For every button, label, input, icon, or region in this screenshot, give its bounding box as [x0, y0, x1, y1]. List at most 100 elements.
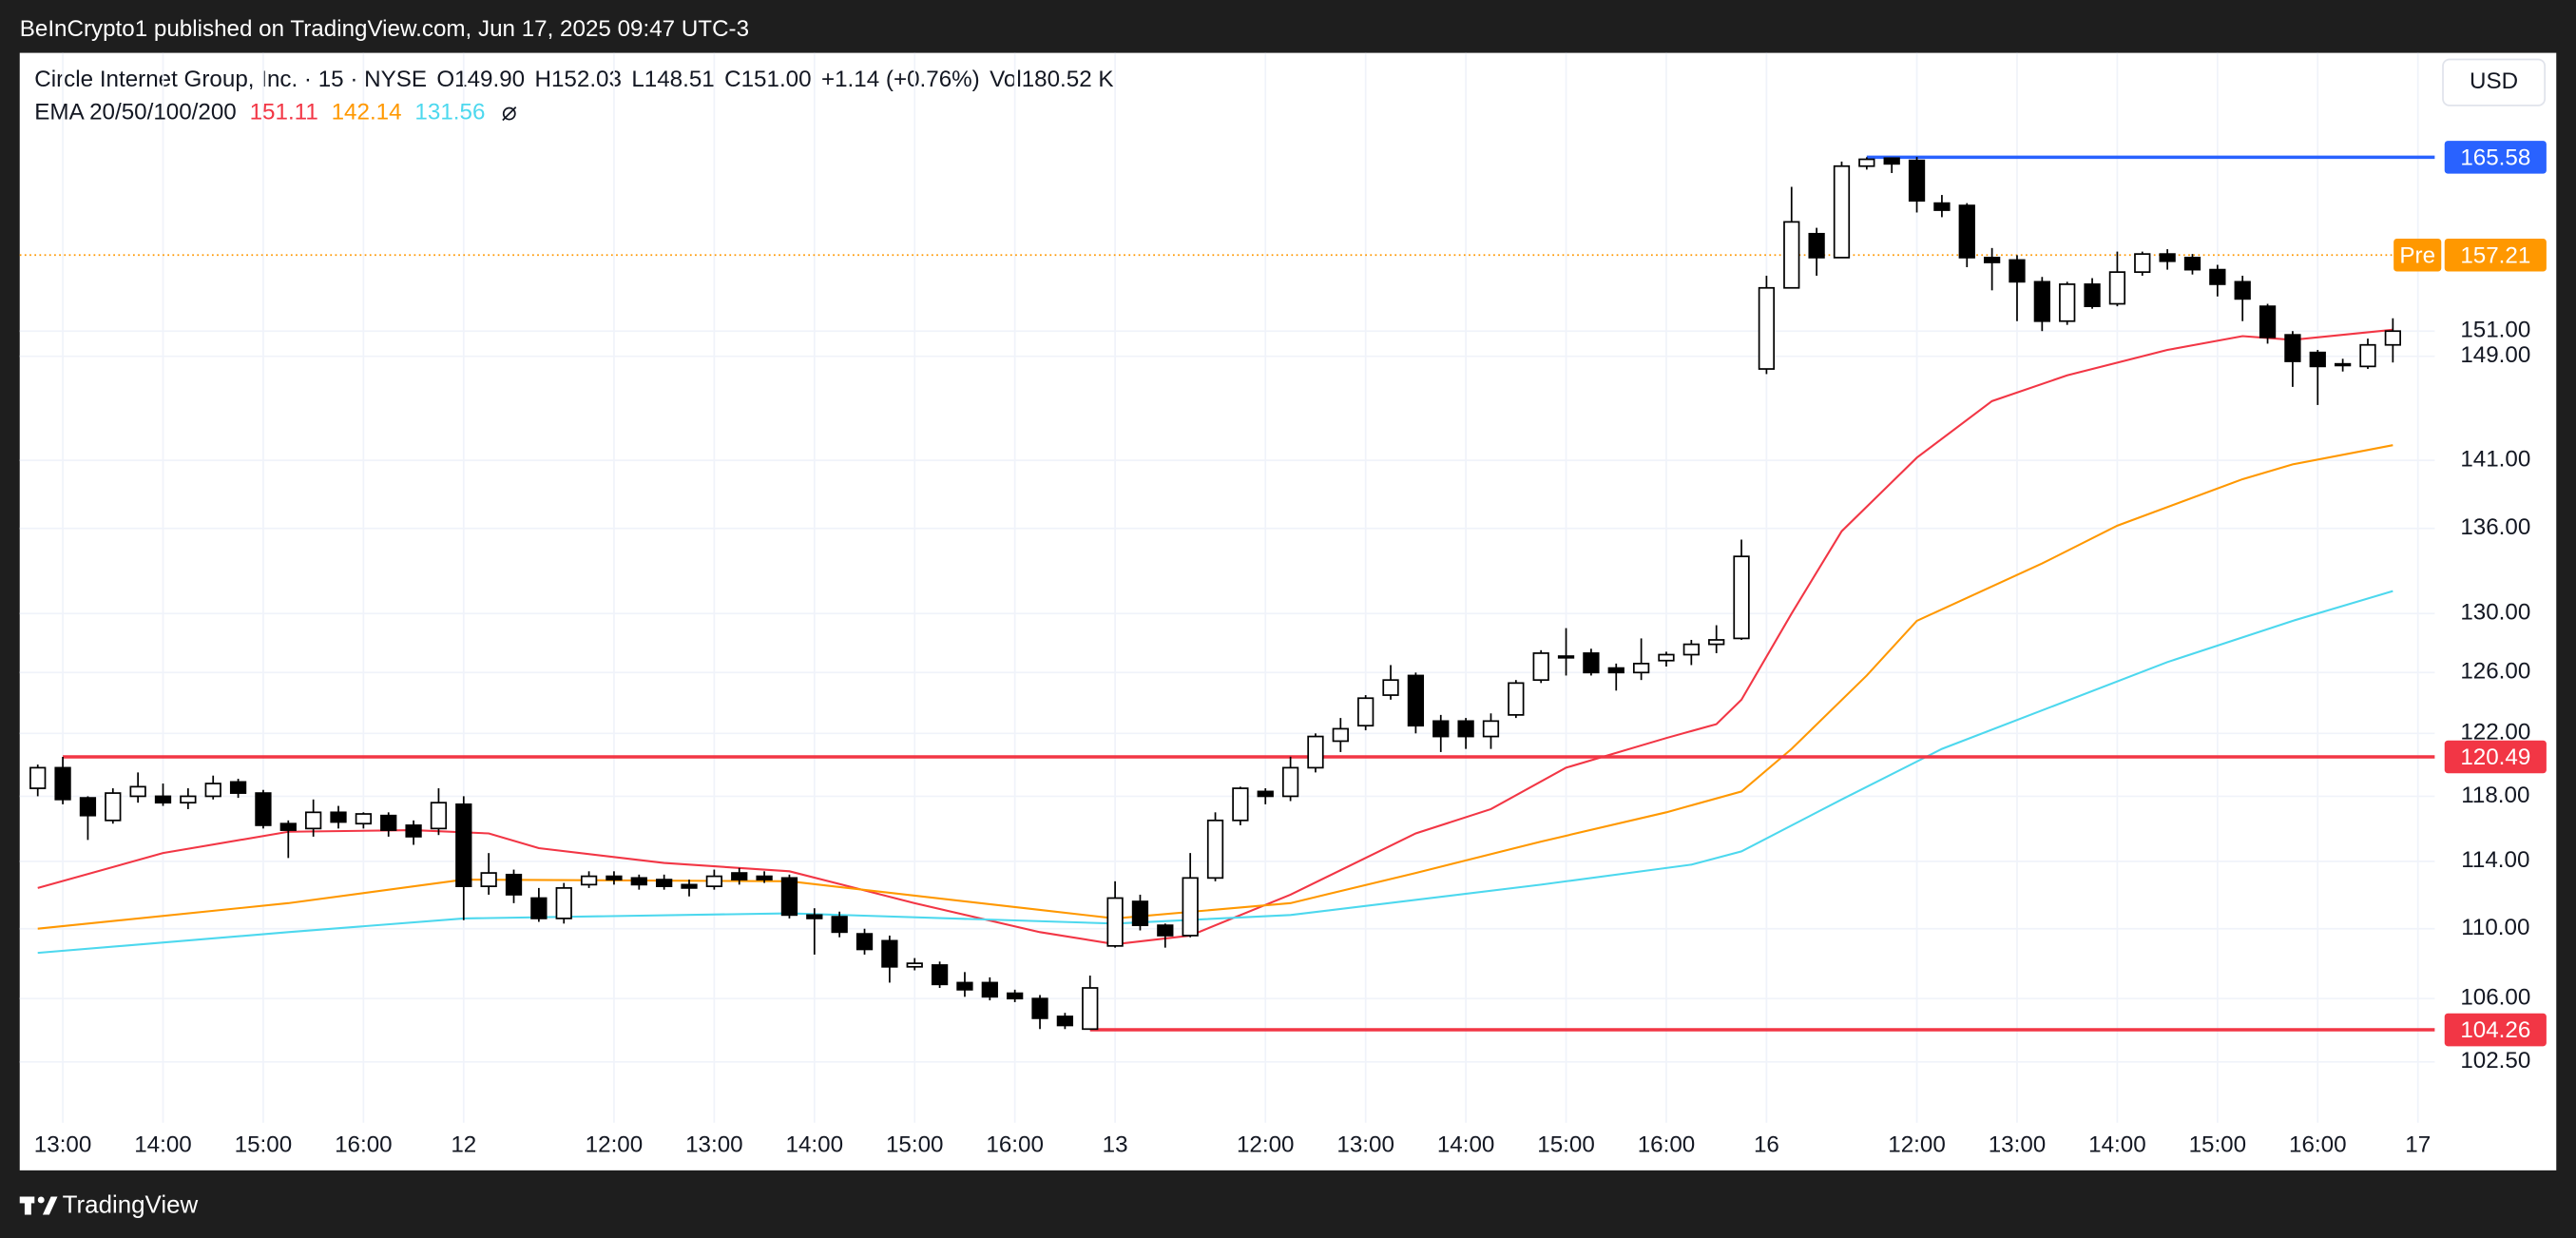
candle-body [1031, 997, 1048, 1019]
candle-body [1658, 653, 1675, 662]
y-tick-label: 151.00 [2460, 318, 2530, 343]
x-tick-label: 13:00 [34, 1132, 92, 1157]
candle-body [229, 781, 247, 794]
candle-body [255, 792, 272, 826]
price-badge-label: 120.49 [2460, 745, 2530, 770]
candle-body [1206, 819, 1224, 880]
y-tick-label: 110.00 [2461, 915, 2529, 940]
candle-body [1482, 720, 1500, 738]
candle-body [1182, 877, 1199, 937]
x-tick-label: 14:00 [1437, 1132, 1495, 1157]
candle-body [2108, 271, 2126, 305]
candle-body [129, 785, 146, 798]
candle-body [154, 795, 172, 804]
candle-body [2134, 253, 2151, 274]
candle-body [1983, 257, 2001, 263]
open: O149.90 [436, 67, 525, 92]
candle-body [2284, 334, 2301, 362]
y-tick-label: 130.00 [2460, 600, 2530, 626]
symbol: Circle Internet Group, Inc. · 15 · NYSE [34, 67, 427, 92]
candle-body [1933, 202, 1951, 211]
price-badge [2444, 238, 2547, 272]
candle-body [1632, 663, 1650, 674]
x-tick-label: 12:00 [586, 1132, 644, 1157]
candle-body [981, 981, 998, 998]
candle-body [2309, 351, 2326, 368]
candle-body [1457, 720, 1474, 738]
candle-body [1307, 735, 1324, 769]
x-tick-label: 15:00 [235, 1132, 293, 1157]
badge-tag-label: Pre [2399, 242, 2435, 268]
x-tick-label: 13:00 [685, 1132, 743, 1157]
ema-value: 131.56 [414, 100, 485, 126]
x-tick-label: 12 [451, 1132, 476, 1157]
price-badge-label: 165.58 [2460, 145, 2530, 170]
candle-body [1357, 697, 1375, 727]
candle-body [1082, 987, 1099, 1031]
candle-body [931, 964, 949, 986]
candle-body [2009, 259, 2026, 283]
candle-body [355, 813, 373, 825]
badge-tag [2393, 238, 2442, 272]
ema-line [37, 328, 2393, 946]
ema-value: 151.11 [250, 100, 318, 126]
x-tick-label: 14:00 [134, 1132, 192, 1157]
chart-panel [19, 52, 2557, 1170]
x-tick-label: 12:00 [1888, 1132, 1946, 1157]
candle-body [1106, 897, 1124, 947]
candle-body [881, 939, 898, 968]
x-tick-label: 15:00 [2189, 1132, 2247, 1157]
candle-body [405, 824, 422, 838]
x-tick-label: 13 [1103, 1132, 1128, 1157]
candle-body [806, 914, 823, 919]
candle-body [1508, 682, 1525, 716]
candle-body [1157, 924, 1174, 937]
ema-line [37, 590, 2393, 955]
currency[interactable]: USD [2470, 68, 2518, 94]
candle-body [1808, 232, 1825, 259]
candle-body [1733, 555, 1750, 640]
candle-body [1432, 720, 1450, 738]
candle-body [480, 872, 497, 887]
currency-box[interactable] [2442, 58, 2547, 106]
x-tick-label: 16:00 [986, 1132, 1044, 1157]
candle-body [2209, 268, 2226, 285]
candle-body [656, 879, 673, 887]
candle-body [2084, 283, 2101, 307]
x-tick-label: 14:00 [786, 1132, 844, 1157]
ema-label: EMA 20/50/100/200 [34, 100, 236, 126]
x-tick-label: 16 [1754, 1132, 1779, 1157]
candle-body [505, 873, 523, 896]
candle-body [681, 883, 698, 889]
y-tick-label: 126.00 [2460, 659, 2530, 685]
candle-body [430, 802, 448, 830]
low: L148.51 [631, 67, 714, 92]
x-tick-label: 15:00 [1537, 1132, 1595, 1157]
candle-body [831, 916, 848, 934]
x-tick-label: 12:00 [1237, 1132, 1295, 1157]
x-tick-label: 16:00 [335, 1132, 393, 1157]
candle-body [780, 877, 798, 917]
candle-body [1557, 655, 1575, 659]
candle-body [2183, 257, 2201, 271]
candle-body [54, 766, 71, 801]
candle-body [555, 887, 572, 919]
candle-body [1407, 674, 1425, 727]
ema-value: 142.14 [332, 100, 402, 126]
candle-body [731, 872, 748, 880]
candle-body [606, 875, 623, 880]
candle-body [1281, 766, 1299, 798]
candle-body [1007, 992, 1024, 1000]
x-tick-label: 13:00 [1336, 1132, 1394, 1157]
candle-body [1758, 286, 1776, 370]
price-badge [2444, 1013, 2547, 1047]
y-tick-label: 114.00 [2461, 847, 2529, 873]
x-tick-label: 17 [2405, 1132, 2431, 1157]
candle-body [1607, 667, 1624, 674]
x-tick-label: 16:00 [1638, 1132, 1696, 1157]
candle-body [1332, 727, 1349, 743]
candle-body [2384, 330, 2401, 346]
y-tick-label: 118.00 [2461, 783, 2529, 808]
candle-body [2033, 280, 2050, 322]
